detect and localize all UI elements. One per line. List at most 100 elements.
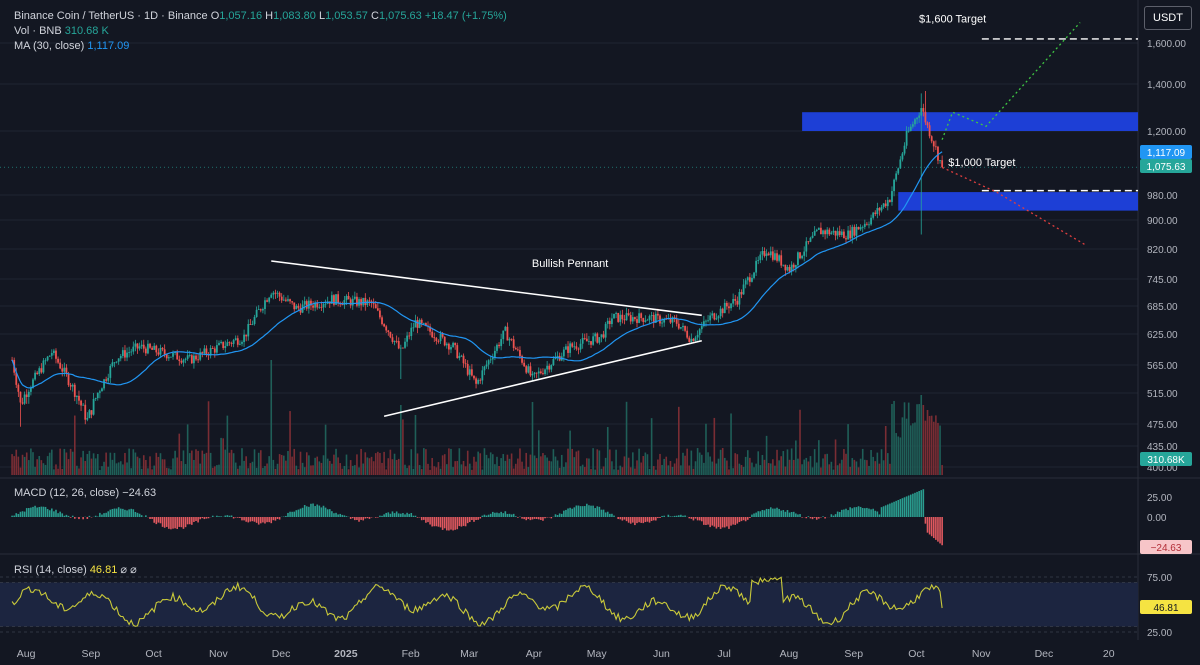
candle-body — [504, 327, 506, 331]
volume-bar — [394, 454, 396, 475]
macd-histogram-bar — [266, 517, 268, 522]
macd-histogram-bar — [74, 517, 76, 519]
symbol-title: Binance Coin / TetherUS · 1D · Binance — [14, 10, 208, 22]
macd-histogram-bar — [555, 514, 557, 517]
macd-histogram-bar — [808, 516, 810, 517]
volume-bar — [538, 430, 540, 475]
macd-histogram-bar — [239, 517, 241, 518]
macd-histogram-bar — [502, 513, 504, 517]
candle-body — [325, 304, 327, 305]
candle-body — [373, 303, 375, 304]
volume-bar — [406, 468, 408, 475]
candle-body — [772, 251, 774, 259]
macd-histogram-bar — [805, 517, 807, 518]
volume-bar — [895, 433, 897, 475]
macd-histogram-bar — [797, 514, 799, 517]
macd-histogram-bar — [580, 506, 582, 517]
candle-body — [201, 352, 203, 353]
macd-histogram-bar — [133, 509, 135, 517]
volume-bar — [622, 467, 624, 475]
macd-histogram-bar — [766, 509, 768, 517]
macd-histogram-bar — [114, 509, 116, 517]
volume-bar — [908, 403, 910, 475]
macd-histogram-bar — [423, 517, 425, 520]
macd-histogram-bar — [607, 512, 609, 517]
time-tick-label: Feb — [402, 648, 420, 660]
rsi-settings-icon[interactable]: ⌀ ⌀ — [120, 564, 136, 576]
macd-histogram-bar — [72, 516, 74, 517]
macd-histogram-bar — [47, 509, 49, 517]
volume-bar — [561, 455, 563, 475]
volume-bar — [523, 469, 525, 475]
macd-histogram-bar — [141, 515, 143, 517]
volume-bar — [843, 449, 845, 475]
volume-bar — [229, 453, 231, 475]
macd-histogram-bar — [118, 507, 120, 517]
volume-bar — [676, 458, 678, 475]
macd-histogram-bar — [335, 513, 337, 517]
macd-histogram-bar — [440, 517, 442, 527]
candle-body — [603, 334, 605, 337]
macd-histogram-bar — [120, 509, 122, 517]
candle-body — [155, 346, 157, 353]
rsi-pane — [0, 577, 1138, 632]
macd-histogram-bar — [300, 509, 302, 517]
time-tick-label: Mar — [460, 648, 479, 660]
candle-body — [870, 218, 872, 225]
volume-bar — [653, 466, 655, 475]
currency-button[interactable]: USDT — [1144, 6, 1192, 30]
candle-body — [442, 334, 444, 337]
candle-body — [879, 208, 881, 210]
candle-body — [828, 230, 830, 235]
macd-histogram-bar — [578, 506, 580, 517]
candle-body — [941, 160, 943, 167]
candle-body — [920, 108, 922, 116]
macd-histogram-bar — [187, 517, 189, 524]
volume-bar — [799, 410, 801, 475]
rsi-band — [0, 583, 1138, 627]
volume-bar — [233, 453, 235, 475]
macd-histogram-bar — [285, 516, 287, 517]
volume-bar — [801, 464, 803, 475]
candle-body — [43, 361, 45, 373]
volume-bar — [714, 418, 716, 475]
candle-body — [933, 141, 935, 146]
macd-histogram-bar — [306, 506, 308, 517]
volume-tag: 310.68K — [1147, 455, 1185, 466]
candle-body — [162, 348, 164, 349]
macd-histogram-bar — [452, 517, 454, 530]
candle-body — [778, 255, 780, 260]
candle-body — [887, 200, 889, 206]
macd-histogram-bar — [41, 507, 43, 517]
volume-bar — [24, 457, 26, 475]
macd-histogram-bar — [400, 514, 402, 517]
macd-histogram-bar — [28, 508, 30, 517]
candle-body — [82, 405, 84, 406]
volume-bar — [937, 423, 939, 475]
volume-bar — [287, 451, 289, 475]
candle-body — [61, 368, 63, 371]
candle-body — [97, 393, 99, 398]
candle-body — [621, 315, 623, 320]
macd-histogram-bar — [651, 517, 653, 521]
macd-histogram-bar — [622, 517, 624, 521]
macd-histogram-bar — [204, 517, 206, 519]
macd-histogram-bar — [789, 513, 791, 517]
macd-histogram-bar — [663, 516, 665, 517]
candle-body — [410, 328, 412, 336]
volume-bar — [208, 401, 210, 475]
volume-bar — [185, 464, 187, 475]
macd-histogram-bar — [252, 517, 254, 521]
volume-bar — [53, 469, 55, 475]
candle-body — [814, 231, 816, 236]
volume-bar — [300, 452, 302, 475]
candle-body — [266, 300, 268, 301]
macd-histogram-bar — [513, 514, 515, 517]
candle-body — [86, 418, 88, 420]
volume-bar — [772, 459, 774, 475]
volume-bar — [59, 449, 61, 475]
candle-body — [517, 349, 519, 350]
candle-body — [580, 344, 582, 350]
time-tick-label: Nov — [972, 648, 991, 660]
